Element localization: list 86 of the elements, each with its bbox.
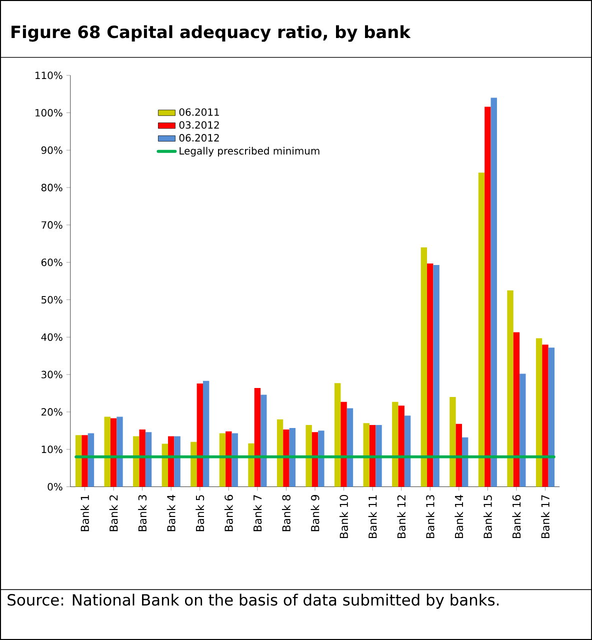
x-tick-label: Bank 6 (224, 494, 233, 532)
bar (536, 338, 542, 487)
bar (363, 423, 370, 487)
bar (340, 402, 347, 487)
bar (369, 425, 376, 487)
x-tick-label: Bank 13 (426, 495, 434, 538)
bar (276, 419, 284, 487)
bar (190, 442, 197, 487)
y-tick-label: 0% (48, 482, 62, 490)
bar (312, 432, 318, 487)
y-tick-label: 70% (42, 221, 62, 229)
bar (398, 406, 404, 487)
bar (427, 263, 434, 487)
y-tick-label: 40% (41, 333, 62, 341)
y-tick-label: 10% (42, 446, 62, 454)
x-tick-label: Bank 5 (196, 495, 204, 532)
bar (450, 396, 456, 487)
bar (196, 384, 203, 487)
y-tick-label: 110% (36, 72, 62, 80)
bar (306, 425, 312, 487)
bar (392, 402, 398, 487)
y-tick-label: 100% (36, 108, 62, 117)
x-tick-label: Bank 9 (310, 495, 320, 532)
bar (82, 435, 88, 487)
legend-label: 06.2012 (179, 134, 219, 142)
source-note: Source: National Bank on the basis of data submitted by banks. (8, 594, 499, 609)
bar (139, 430, 146, 487)
bar (133, 436, 140, 487)
y-tick-label: 80% (41, 184, 62, 192)
legend-label: Legally prescribed minimum (180, 146, 320, 157)
bar (376, 425, 382, 487)
x-tick-label: Bank 17 (540, 495, 550, 538)
y-tick-label: 30% (42, 370, 62, 378)
bar (88, 433, 94, 487)
bar (174, 436, 180, 487)
x-tick-label: Bank 7 (253, 495, 262, 532)
bar (75, 435, 82, 487)
bar (456, 424, 462, 487)
bar (168, 436, 174, 487)
bar (162, 444, 168, 487)
legend-label: 03.2012 (179, 121, 219, 129)
bar (542, 344, 548, 487)
x-tick-label: Bank 3 (138, 495, 147, 532)
x-tick-label: Bank 10 (340, 494, 348, 538)
bar (219, 433, 226, 487)
x-tick-label: Bank 14 (454, 494, 464, 538)
bar (346, 408, 354, 487)
bar (520, 374, 526, 487)
y-tick-label: 20% (41, 408, 62, 416)
bar (404, 416, 411, 487)
x-tick-label: Bank 4 (166, 494, 176, 532)
bar (507, 290, 514, 487)
bar (248, 443, 254, 487)
x-tick-label: Bank 16 (512, 494, 521, 538)
bar (145, 432, 152, 487)
bar (289, 428, 296, 487)
y-tick-label: 50% (42, 296, 62, 304)
bar (116, 416, 123, 487)
bar (433, 264, 440, 487)
bar (513, 332, 520, 487)
bar (490, 98, 497, 487)
y-tick-label: 60% (41, 258, 62, 266)
bar (110, 418, 117, 487)
bar (462, 437, 468, 487)
legend-label: 06.2011 (179, 108, 219, 116)
bar (548, 348, 554, 487)
bar (254, 388, 261, 487)
x-tick-label: Bank 2 (109, 495, 118, 532)
bar (420, 247, 427, 487)
x-tick-label: Bank 1 (80, 495, 89, 532)
bar (260, 394, 267, 487)
x-tick-label: Bank 8 (282, 495, 290, 532)
bar (484, 106, 491, 487)
bar (232, 433, 238, 487)
x-tick-label: Bank 11 (368, 495, 377, 538)
bar (334, 383, 341, 487)
bar (226, 431, 232, 487)
y-tick-label: 90% (41, 146, 62, 154)
x-tick-label: Bank 15 (483, 495, 492, 538)
bar (104, 416, 110, 487)
chart-title: Figure 68 Capital adequacy ratio, by bank (12, 25, 411, 42)
x-tick-label: Bank 12 (397, 495, 406, 538)
bar (283, 430, 290, 487)
bar (202, 380, 210, 487)
bar (478, 172, 485, 487)
bar (318, 430, 324, 487)
